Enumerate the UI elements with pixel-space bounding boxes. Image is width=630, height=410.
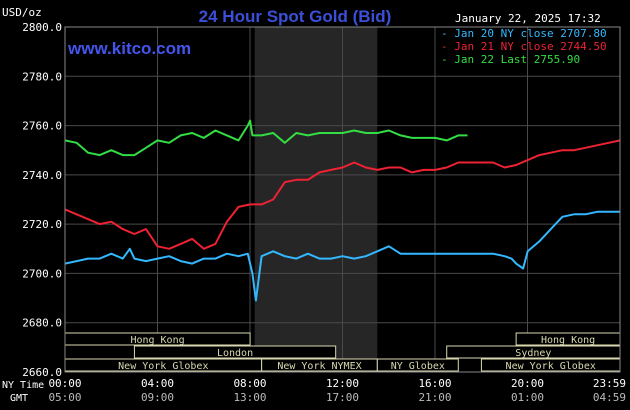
y-tick-label: 2760.0	[22, 120, 62, 133]
series-lines	[64, 119, 621, 302]
legend-entry: - Jan 21 NY close 2744.50	[441, 40, 607, 53]
series-line	[64, 139, 621, 250]
market-session-label: New York Globex	[118, 361, 208, 372]
market-session-label: Hong Kong	[541, 335, 595, 346]
legend-entry: - Jan 20 NY close 2707.80	[441, 27, 607, 40]
x-axis-row-label-gmt: GMT	[10, 393, 28, 404]
y-tick-label: 2800.0	[22, 21, 62, 34]
market-session-label: NY Globex	[391, 361, 445, 372]
market-session-label: London	[217, 348, 253, 359]
x-tick-label-ny: 20:00	[511, 377, 544, 390]
y-axis-labels: 2800.0 2780.0 2760.0 2740.0 2720.0 2700.0 2680…	[22, 21, 62, 379]
x-tick-label-ny: 16:00	[418, 377, 451, 390]
legend-entry: - Jan 22 Last 2755.90	[441, 53, 580, 66]
chart-title: 24 Hour Spot Gold (Bid)	[199, 7, 392, 26]
x-tick-label-gmt: 21:00	[418, 391, 451, 404]
y-tick-label: 2740.0	[22, 169, 62, 182]
chart-timestamp: January 22, 2025 17:32	[455, 12, 601, 25]
plot-border	[64, 26, 621, 373]
x-tick-label-ny: 00:00	[48, 377, 81, 390]
series-line	[64, 119, 468, 157]
x-tick-label-ny: 04:00	[141, 377, 174, 390]
x-tick-label-ny: 12:00	[326, 377, 359, 390]
site-watermark: www.kitco.com	[67, 39, 191, 58]
y-tick-label: 2720.0	[22, 218, 62, 231]
x-tick-label-ny: 08:00	[233, 377, 266, 390]
x-tick-label-gmt: 13:00	[233, 391, 266, 404]
x-axis-row-label-ny: NY Time	[2, 380, 44, 391]
x-tick-label-gmt: 01:00	[511, 391, 544, 404]
market-sessions: Hong Kong Hong Kong London Sydney New York G…	[64, 332, 621, 372]
x-tick-label-gmt: 09:00	[141, 391, 174, 404]
market-session-label: New York Globex	[506, 361, 596, 372]
x-tick-label-gmt: 17:00	[326, 391, 359, 404]
x-tick-label-ny: 23:59	[593, 377, 626, 390]
x-tick-label-gmt: 04:59	[593, 391, 626, 404]
y-tick-label: 2780.0	[22, 70, 62, 83]
series-line	[64, 210, 620, 302]
nymex-hours-band	[254, 27, 378, 372]
market-session-label: Sydney	[515, 348, 551, 359]
y-tick-label: 2700.0	[22, 267, 62, 280]
legend: - Jan 20 NY close 2707.80- Jan 21 NY clo…	[441, 27, 607, 66]
y-axis-unit: USD/oz	[2, 6, 42, 19]
y-tick-label: 2660.0	[22, 366, 62, 379]
x-tick-label-gmt: 05:00	[48, 391, 81, 404]
market-session-label: New York NYMEX	[277, 361, 361, 372]
market-session-box	[376, 358, 459, 372]
market-session-box	[133, 345, 337, 359]
y-tick-label: 2680.0	[22, 317, 62, 330]
market-session-label: Hong Kong	[130, 335, 184, 346]
